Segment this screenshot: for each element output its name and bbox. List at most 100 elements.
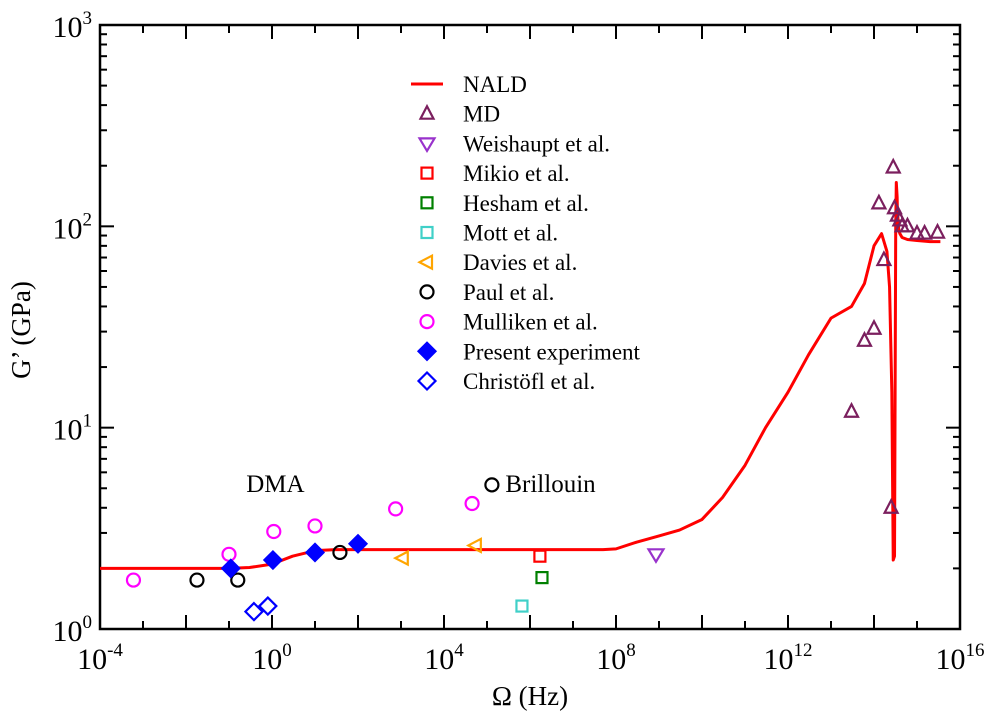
marker-point bbox=[870, 193, 888, 210]
legend-item: NALD bbox=[411, 72, 527, 97]
marker-point bbox=[929, 222, 946, 239]
legend-item: Paul et al. bbox=[419, 280, 554, 305]
series-mulliken-et-al bbox=[125, 495, 480, 588]
marker-point bbox=[884, 157, 902, 174]
marker-point bbox=[220, 558, 241, 579]
marker-point bbox=[843, 401, 860, 418]
legend-label: Mulliken et al. bbox=[463, 310, 598, 335]
marker-point bbox=[257, 596, 278, 617]
x-tick-label-exponent: 4 bbox=[454, 640, 464, 661]
legend-item: Mulliken et al. bbox=[419, 310, 598, 335]
legend-item: Present experiment bbox=[416, 339, 641, 364]
series-paul-et-al bbox=[189, 477, 500, 588]
marker-point bbox=[392, 549, 409, 567]
marker-point bbox=[515, 599, 529, 613]
x-tick-label: 1016 bbox=[936, 640, 985, 676]
x-tick-label-exponent: 8 bbox=[626, 640, 636, 661]
marker-point bbox=[230, 572, 246, 588]
marker-point bbox=[347, 533, 369, 554]
marker-point bbox=[266, 523, 282, 540]
legend-label: Christöfl et al. bbox=[463, 369, 595, 394]
series-hesham-et-al bbox=[535, 571, 549, 585]
x-tick-label: 100 bbox=[252, 640, 292, 676]
series-christ-fl-et-al bbox=[243, 596, 278, 622]
y-tick-label-exponent: 1 bbox=[83, 411, 93, 432]
marker-point bbox=[875, 250, 893, 267]
legend-label: NALD bbox=[463, 72, 527, 97]
legend-label: Davies et al. bbox=[463, 250, 577, 275]
legend-item: Mott et al. bbox=[420, 221, 558, 246]
legend-swatch-mott-et-al bbox=[420, 225, 434, 240]
data-markers bbox=[125, 157, 946, 622]
series-present-experiment bbox=[220, 533, 369, 579]
marker-point bbox=[464, 495, 480, 512]
annotation-dma: DMA bbox=[246, 471, 304, 498]
legend-swatch-hesham-et-al bbox=[420, 196, 434, 210]
legend-item: Mikio et al. bbox=[420, 161, 570, 186]
x-tick-label: 108 bbox=[596, 640, 636, 676]
marker-point bbox=[533, 549, 547, 563]
series-mott-et-al bbox=[515, 599, 529, 613]
y-tick-label-base: 10 bbox=[53, 414, 83, 447]
y-tick-label-exponent: 3 bbox=[83, 8, 93, 29]
marker-point bbox=[646, 548, 666, 564]
legend-swatch-paul-et-al bbox=[419, 284, 435, 300]
legend-swatch-present-experiment bbox=[416, 341, 438, 362]
marker-point bbox=[125, 572, 142, 588]
marker-point bbox=[465, 537, 482, 554]
marker-point bbox=[484, 477, 500, 493]
legend-swatch-mikio-et-al bbox=[420, 166, 434, 180]
legend-swatch-christ-fl-et-al bbox=[416, 370, 438, 392]
x-tick-label-exponent: -4 bbox=[107, 640, 123, 661]
series-weishaupt-et-al bbox=[646, 548, 666, 564]
marker-point bbox=[856, 330, 873, 347]
y-tick-label-base: 10 bbox=[53, 615, 83, 648]
marker-point bbox=[916, 223, 933, 240]
marker-point bbox=[221, 546, 237, 562]
x-tick-label-base: 10 bbox=[936, 643, 966, 676]
legend-item: Hesham et al. bbox=[420, 191, 589, 216]
marker-point bbox=[262, 550, 283, 571]
series-md bbox=[843, 157, 946, 514]
legend: NALD MD Weishaupt et al. Mikio et al. Hesham… bbox=[411, 72, 641, 394]
y-tick-label-exponent: 0 bbox=[83, 612, 93, 633]
annotation-brillouin: Brillouin bbox=[505, 471, 596, 498]
x-tick-label: 104 bbox=[424, 640, 464, 676]
legend-swatch-davies-et-al bbox=[417, 253, 434, 271]
y-tick-label: 103 bbox=[53, 8, 93, 44]
legend-label: MD bbox=[463, 102, 500, 127]
axis-ticks bbox=[99, 25, 961, 630]
legend-item: Weishaupt et al. bbox=[417, 131, 610, 156]
x-tick-label: 1012 bbox=[764, 640, 813, 676]
legend-label: Weishaupt et al. bbox=[463, 131, 610, 156]
x-tick-label-exponent: 16 bbox=[966, 640, 985, 661]
x-axis-title: Ω (Hz) bbox=[492, 681, 568, 711]
x-tick-label-exponent: 0 bbox=[282, 640, 292, 661]
legend-label: Mott et al. bbox=[463, 221, 558, 246]
series-davies-et-al bbox=[392, 537, 482, 567]
marker-point bbox=[304, 542, 326, 563]
legend-label: Present experiment bbox=[463, 339, 641, 364]
y-tick-label: 100 bbox=[53, 612, 93, 648]
marker-point bbox=[899, 216, 916, 233]
x-tick-label-base: 10 bbox=[77, 643, 107, 676]
x-tick-label: 10-4 bbox=[77, 640, 123, 676]
x-tick-label-base: 10 bbox=[596, 643, 626, 676]
legend-item: Davies et al. bbox=[417, 250, 577, 275]
x-tick-label-exponent: 12 bbox=[794, 640, 813, 661]
legend-label: Hesham et al. bbox=[463, 191, 589, 216]
legend-swatch-weishaupt-et-al bbox=[417, 137, 437, 154]
y-tick-label-base: 10 bbox=[53, 11, 83, 44]
marker-point bbox=[243, 601, 264, 622]
legend-item: MD bbox=[418, 102, 500, 127]
x-tick-label-base: 10 bbox=[252, 643, 282, 676]
legend-label: Paul et al. bbox=[463, 280, 554, 305]
y-tick-label: 101 bbox=[53, 411, 93, 447]
y-tick-label-exponent: 2 bbox=[83, 209, 93, 230]
x-tick-label-base: 10 bbox=[764, 643, 794, 676]
legend-label: Mikio et al. bbox=[463, 161, 570, 186]
marker-point bbox=[189, 572, 205, 588]
legend-swatch-md bbox=[418, 103, 436, 120]
